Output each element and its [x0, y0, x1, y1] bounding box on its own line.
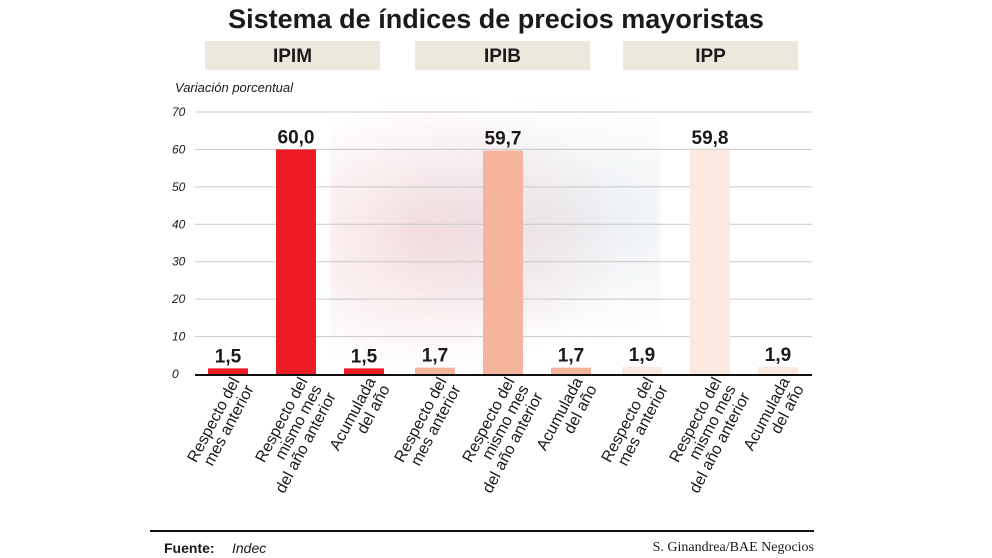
bar-value-label: 1,9: [765, 345, 791, 366]
bar-value-label: 1,7: [558, 346, 584, 367]
group-header-label: IPIB: [484, 46, 521, 67]
bar: [208, 368, 248, 374]
category-label: Respecto delmes anterior: [599, 374, 672, 473]
y-tick-label: 10: [172, 330, 186, 344]
y-tick-label: 40: [172, 217, 186, 231]
y-tick-label: 60: [172, 142, 186, 156]
source-label: Fuente:: [164, 540, 215, 556]
bar: [276, 149, 316, 374]
category-label: Respecto delmismo mesdel año anterior: [244, 374, 340, 496]
y-tick-label: 20: [171, 292, 186, 306]
chart-svg: Sistema de índices de precios mayoristas…: [171, 4, 812, 496]
bar-value-label: 59,8: [692, 128, 729, 149]
group-header-ipib: [415, 41, 590, 70]
category-label: Acumuladadel año: [534, 375, 601, 461]
bar-value-label: 1,5: [215, 346, 242, 367]
category-label: Acumuladadel año: [327, 375, 394, 461]
y-tick-label: 30: [172, 255, 186, 269]
category-label: Respecto delmes anterior: [392, 374, 465, 473]
y-axis-label: Variación porcentual: [175, 80, 294, 95]
y-tick-label: 0: [172, 367, 179, 381]
credit: S. Ginandrea/BAE Negocios: [652, 540, 814, 555]
bar-value-label: 59,7: [485, 129, 522, 150]
y-tick-label: 70: [172, 105, 186, 119]
bar: [344, 368, 384, 374]
chart-title: Sistema de índices de precios mayoristas: [228, 4, 764, 34]
bar: [483, 150, 523, 374]
category-label: Respecto delmismo mesdel año anterior: [451, 374, 547, 496]
category-label: Acumuladadel año: [741, 375, 808, 461]
bar-value-label: 1,5: [351, 346, 378, 367]
bar: [622, 366, 662, 374]
bar: [690, 150, 730, 374]
bar: [415, 367, 455, 374]
footer: Fuente: Indec S. Ginandrea/BAE Negocios: [150, 530, 814, 558]
bar-value-label: 1,7: [422, 346, 448, 367]
bar-value-label: 60,0: [278, 127, 315, 148]
category-label: Respecto delmismo mesdel año anterior: [658, 374, 754, 496]
group-header-label: IPIM: [273, 46, 312, 67]
bar-value-label: 1,9: [629, 345, 655, 366]
bar: [758, 366, 798, 374]
group-header-ipp: [623, 41, 798, 70]
bar: [551, 367, 591, 374]
category-label: Respecto delmes anterior: [185, 374, 258, 473]
footer-rule: [150, 530, 814, 532]
group-header-ipim: [205, 41, 380, 70]
group-header-label: IPP: [695, 46, 726, 67]
source-value: Indec: [232, 540, 267, 556]
y-tick-label: 50: [172, 180, 186, 194]
